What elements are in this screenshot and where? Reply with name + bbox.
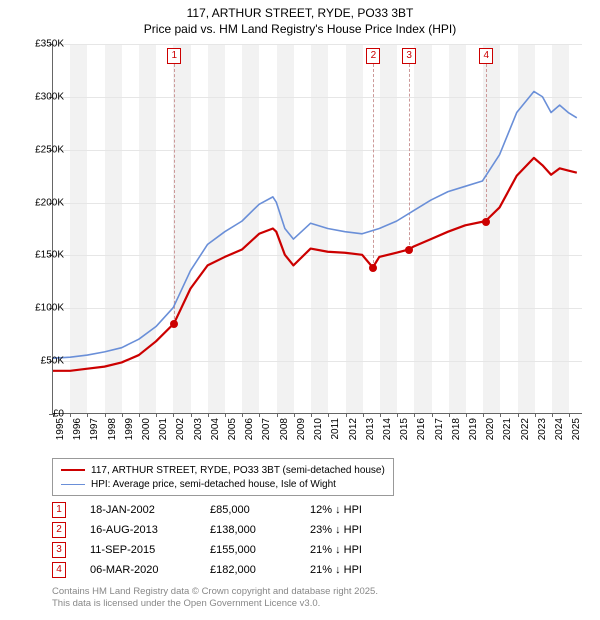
x-axis-label: 2020 — [485, 418, 496, 448]
x-axis-label: 2025 — [571, 418, 582, 448]
x-axis-label: 2014 — [382, 418, 393, 448]
x-axis-label: 1998 — [107, 418, 118, 448]
footer-line2: This data is licensed under the Open Gov… — [52, 598, 378, 610]
x-axis-label: 2018 — [451, 418, 462, 448]
x-axis-label: 2022 — [520, 418, 531, 448]
x-axis-label: 2016 — [416, 418, 427, 448]
x-axis-label: 2023 — [537, 418, 548, 448]
title-address: 117, ARTHUR STREET, RYDE, PO33 3BT — [0, 6, 600, 22]
x-axis-label: 2008 — [279, 418, 290, 448]
series-line — [53, 158, 577, 371]
sales-row: 2 16-AUG-2013£138,00023% ↓ HPI — [52, 520, 410, 540]
sales-row-date: 06-MAR-2020 — [90, 564, 210, 576]
legend-label: 117, ARTHUR STREET, RYDE, PO33 3BT (semi… — [91, 465, 385, 476]
footer-attribution: Contains HM Land Registry data © Crown c… — [52, 586, 378, 611]
x-axis-label: 2000 — [141, 418, 152, 448]
x-axis-label: 2001 — [158, 418, 169, 448]
sales-row-marker: 3 — [52, 542, 66, 558]
x-axis-label: 2013 — [365, 418, 376, 448]
sale-point-2 — [369, 264, 377, 272]
legend-item: HPI: Average price, semi-detached house,… — [61, 477, 385, 491]
legend-label: HPI: Average price, semi-detached house,… — [91, 479, 336, 490]
sales-row-price: £182,000 — [210, 564, 310, 576]
x-axis-label: 2005 — [227, 418, 238, 448]
x-axis-label: 2024 — [554, 418, 565, 448]
x-axis-label: 1997 — [89, 418, 100, 448]
legend-item: 117, ARTHUR STREET, RYDE, PO33 3BT (semi… — [61, 463, 385, 477]
x-axis-label: 2004 — [210, 418, 221, 448]
sale-point-3 — [405, 246, 413, 254]
sales-row-diff: 23% ↓ HPI — [310, 524, 410, 536]
series-line — [53, 91, 577, 358]
sales-row-diff: 21% ↓ HPI — [310, 564, 410, 576]
sales-row-date: 18-JAN-2002 — [90, 504, 210, 516]
sales-row-marker: 1 — [52, 502, 66, 518]
x-axis-label: 2010 — [313, 418, 324, 448]
sales-row-price: £155,000 — [210, 544, 310, 556]
x-axis-label: 2021 — [502, 418, 513, 448]
title-subtitle: Price paid vs. HM Land Registry's House … — [0, 22, 600, 38]
x-axis-label: 2009 — [296, 418, 307, 448]
x-axis-label: 2017 — [434, 418, 445, 448]
sales-table: 1 18-JAN-2002£85,00012% ↓ HPI 2 16-AUG-2013… — [52, 500, 410, 580]
y-axis-label: £150K — [14, 250, 64, 261]
x-axis-label: 2015 — [399, 418, 410, 448]
y-axis-label: £250K — [14, 144, 64, 155]
sales-row-marker: 4 — [52, 562, 66, 578]
x-axis-label: 1999 — [124, 418, 135, 448]
sale-point-4 — [482, 218, 490, 226]
y-axis-label: £50K — [14, 356, 64, 367]
y-axis-label: £100K — [14, 303, 64, 314]
sales-row-diff: 12% ↓ HPI — [310, 504, 410, 516]
footer-line1: Contains HM Land Registry data © Crown c… — [52, 586, 378, 598]
sales-row: 4 06-MAR-2020£182,00021% ↓ HPI — [52, 560, 410, 580]
sales-row-price: £138,000 — [210, 524, 310, 536]
x-axis-label: 2019 — [468, 418, 479, 448]
y-axis-label: £300K — [14, 91, 64, 102]
x-axis-label: 2006 — [244, 418, 255, 448]
sales-row-marker: 2 — [52, 522, 66, 538]
x-axis-label: 2003 — [193, 418, 204, 448]
sales-row-price: £85,000 — [210, 504, 310, 516]
sales-row: 1 18-JAN-2002£85,00012% ↓ HPI — [52, 500, 410, 520]
legend: 117, ARTHUR STREET, RYDE, PO33 3BT (semi… — [52, 458, 394, 496]
x-axis-label: 2012 — [348, 418, 359, 448]
x-axis-label: 1995 — [55, 418, 66, 448]
x-axis-label: 1996 — [72, 418, 83, 448]
x-axis-label: 2007 — [261, 418, 272, 448]
chart-plot-area: 1234 — [52, 44, 582, 414]
x-axis-label: 2011 — [330, 418, 341, 448]
sale-point-1 — [170, 320, 178, 328]
sales-row: 3 11-SEP-2015£155,00021% ↓ HPI — [52, 540, 410, 560]
sales-row-date: 16-AUG-2013 — [90, 524, 210, 536]
x-axis-label: 2002 — [175, 418, 186, 448]
sales-row-date: 11-SEP-2015 — [90, 544, 210, 556]
y-axis-label: £350K — [14, 39, 64, 50]
sales-row-diff: 21% ↓ HPI — [310, 544, 410, 556]
y-axis-label: £200K — [14, 197, 64, 208]
